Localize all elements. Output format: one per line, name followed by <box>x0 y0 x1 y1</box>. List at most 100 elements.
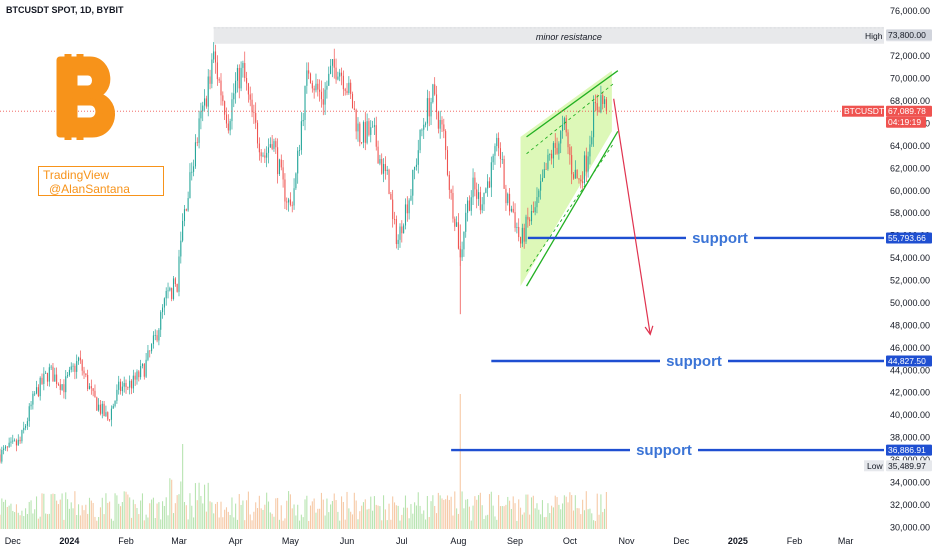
candle-body <box>421 129 423 131</box>
volume-bar <box>463 508 465 529</box>
volume-bar <box>477 495 480 529</box>
volume-bar <box>130 517 133 529</box>
y-tick-label: 42,000.00 <box>890 388 930 398</box>
volume-bar <box>324 515 326 529</box>
volume-bar <box>582 499 584 529</box>
volume-bar <box>545 516 547 529</box>
candle-body <box>450 189 452 194</box>
volume-bar <box>328 512 330 529</box>
volume-bar <box>94 516 96 529</box>
volume-bar <box>76 515 78 529</box>
candle-body <box>315 83 317 91</box>
y-tick-label: 36,000.00 <box>890 455 930 465</box>
volume-bar <box>362 502 365 529</box>
candle-body <box>118 381 120 390</box>
volume-bar <box>496 519 498 529</box>
volume-bar <box>70 502 72 529</box>
volume-bar <box>541 500 544 529</box>
candle-body <box>567 132 569 148</box>
candle-body <box>185 209 187 211</box>
volume-bar <box>547 503 549 529</box>
candle-body <box>72 365 74 367</box>
candle-body <box>253 112 255 113</box>
candle-body <box>593 102 595 138</box>
time-axis[interactable]: Dec 2024 Feb Mar Apr May Jun Jul Aug Sep Oct Nov Dec… <box>0 533 932 550</box>
volume-bar <box>227 511 229 529</box>
candle-body <box>534 207 536 213</box>
volume-bar <box>41 493 43 529</box>
volume-bar <box>423 510 425 529</box>
volume-bar <box>109 501 111 529</box>
volume-bar <box>211 502 213 529</box>
volume-bar <box>32 513 34 529</box>
candle-body <box>34 393 36 395</box>
volume-bar <box>134 504 136 529</box>
candle-body <box>271 144 273 149</box>
volume-bar <box>567 502 569 529</box>
volume-bar <box>207 482 209 529</box>
low-tag-bg <box>886 460 932 472</box>
volume-bar <box>483 518 485 529</box>
volume-bar <box>235 503 237 529</box>
candle-body <box>300 121 302 151</box>
volume-bar <box>419 505 421 529</box>
x-tick-label: Aug <box>450 536 466 546</box>
volume-bar <box>602 512 604 529</box>
volume-bar <box>6 506 8 529</box>
volume-bar <box>48 513 50 529</box>
candle-body <box>324 89 326 105</box>
candle-body <box>476 189 478 199</box>
candle-body <box>278 159 280 175</box>
volume-bar <box>205 511 207 529</box>
candle-body <box>211 59 213 84</box>
candle-body <box>88 386 91 390</box>
volume-bar <box>300 514 302 529</box>
candle-body <box>384 164 386 171</box>
volume-bar <box>583 510 586 529</box>
volume-bar <box>578 508 580 529</box>
volume-bar <box>293 504 295 529</box>
volume-bar <box>216 501 218 529</box>
volume-bar <box>364 499 366 529</box>
candle-body <box>167 290 169 292</box>
candle-body <box>163 298 165 308</box>
volume-bar <box>180 481 182 529</box>
candle-body <box>136 371 138 380</box>
x-tick-label: Feb <box>118 536 134 546</box>
candle-body <box>591 137 593 145</box>
candle-body <box>81 360 83 371</box>
candle-body <box>187 198 189 211</box>
volume-bar <box>67 499 69 529</box>
volume-bar <box>403 507 405 529</box>
volume-bar <box>412 513 414 529</box>
candle-body <box>112 405 114 409</box>
volume-bar <box>388 503 390 529</box>
volume-bar <box>176 495 178 529</box>
candle-body <box>23 427 25 431</box>
candle-body <box>320 91 323 100</box>
candle-body <box>529 219 531 222</box>
candle-body <box>37 387 39 397</box>
candle-body <box>549 153 551 155</box>
price-axis[interactable]: 30,000.00 32,000.00 34,000.00 36,000.00 38,0… <box>884 0 932 550</box>
candle-body <box>594 102 596 104</box>
candle-body <box>193 166 195 172</box>
candle-body <box>52 366 54 382</box>
candle-body <box>344 89 346 91</box>
candle-body <box>565 118 567 133</box>
volume-bar <box>54 493 56 529</box>
volume-bar <box>119 506 122 529</box>
candle-body <box>346 90 348 94</box>
volume-bar <box>125 491 127 529</box>
candle-body <box>235 80 237 94</box>
candle-body <box>381 159 383 174</box>
candle-body <box>288 199 290 203</box>
candle-body <box>246 77 248 84</box>
volume-bar <box>269 512 271 529</box>
candle-body <box>560 131 562 144</box>
candle-body <box>412 169 414 196</box>
projection-arrow <box>613 98 654 336</box>
candle-body <box>251 99 253 113</box>
volume-bar <box>171 479 173 529</box>
